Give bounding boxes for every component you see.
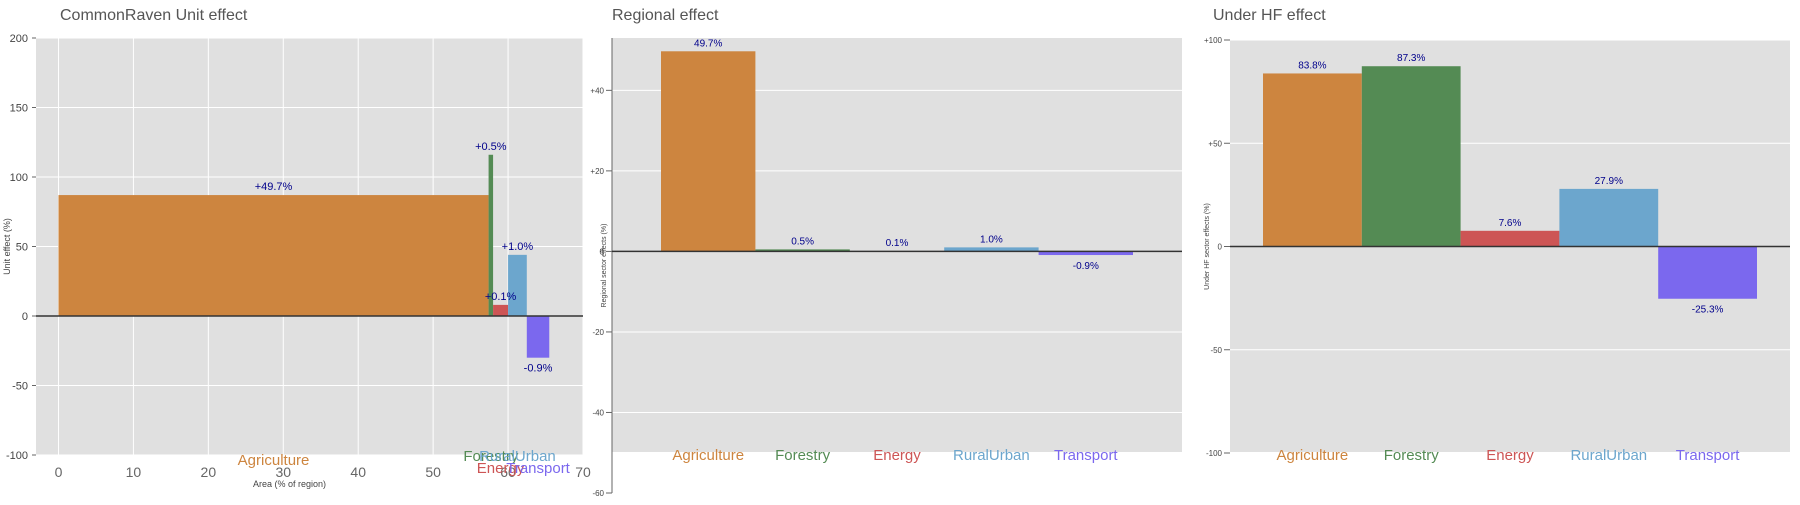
unit-effect-xtick-label: 0 xyxy=(55,464,63,480)
unit-effect-ytick-label: 200 xyxy=(10,33,28,45)
unit-effect-bar-ruralurban xyxy=(508,254,527,316)
under-hf-effect-category-label: Energy xyxy=(1486,447,1534,464)
unit-effect-value-label: +0.5% xyxy=(475,141,507,153)
regional-effect-value-label: -0.9% xyxy=(1073,261,1099,272)
under-hf-effect-bar-transport xyxy=(1658,246,1757,299)
unit-effect-category-label: Forestry xyxy=(463,448,519,465)
under-hf-effect-ytick-label: +100 xyxy=(1204,36,1223,45)
unit-effect-xtick-label: 30 xyxy=(275,464,291,480)
unit-effect-ytick-label: -50 xyxy=(12,381,28,393)
unit-effect-panel: CommonRaven Unit effect200150100500-50-1… xyxy=(2,7,591,489)
under-hf-effect-category-label: Agriculture xyxy=(1277,447,1349,464)
unit-effect-bar-agriculture xyxy=(58,195,489,316)
unit-effect-xtick-label: 70 xyxy=(575,464,591,480)
regional-effect-bar-transport xyxy=(1038,251,1133,256)
unit-effect-category-label: RuralUrban xyxy=(479,448,556,465)
under-hf-effect-value-label: 87.3% xyxy=(1397,53,1425,64)
under-hf-effect-value-label: -25.3% xyxy=(1692,305,1724,316)
under-hf-effect-bar-ruralurban xyxy=(1559,188,1659,247)
under-hf-effect-bar-agriculture xyxy=(1263,73,1362,247)
unit-effect-xtick-label: 40 xyxy=(350,464,366,480)
under-hf-effect-category-label: RuralUrban xyxy=(1570,447,1647,464)
unit-effect-xtick-label: 10 xyxy=(126,464,142,480)
regional-effect-category-label: Transport xyxy=(1054,447,1118,464)
under-hf-effect-ytick-label: -100 xyxy=(1206,449,1223,458)
regional-effect-category-label: RuralUrban xyxy=(953,447,1030,464)
regional-effect-ytick-label: -20 xyxy=(592,328,604,337)
under-hf-effect-category-label: Transport xyxy=(1676,447,1740,464)
under-hf-effect-yaxis-label: Under HF sector effects (%) xyxy=(1204,203,1211,290)
unit-effect-ytick-label: 150 xyxy=(10,103,28,115)
unit-effect-ytick-label: 0 xyxy=(22,311,28,323)
unit-effect-ytick-label: 100 xyxy=(10,172,28,184)
regional-effect-ytick-label: 0 xyxy=(600,247,605,256)
under-hf-effect-panel: Under HF effect +100 +50 0 -50 -100 83.8% Agric… xyxy=(1204,7,1790,464)
regional-effect-category-label: Agriculture xyxy=(672,447,744,464)
unit-effect-category-label: Energy xyxy=(477,460,525,477)
regional-effect-value-label: 0.5% xyxy=(791,236,814,247)
under-hf-effect-ytick-label: -50 xyxy=(1210,346,1222,355)
regional-effect-title: Regional effect xyxy=(612,7,719,24)
unit-effect-value-label: -0.9% xyxy=(524,363,553,375)
unit-effect-xtick-label: 50 xyxy=(425,464,441,480)
regional-effect-ytick-label: -40 xyxy=(592,408,604,417)
under-hf-effect-value-label: 27.9% xyxy=(1595,176,1623,187)
unit-effect-ytick-label: 50 xyxy=(16,242,28,254)
regional-effect-category-label: Energy xyxy=(873,447,921,464)
unit-effect-xaxis-label: Area (% of region) xyxy=(253,479,326,489)
under-hf-effect-ytick-label: 0 xyxy=(1218,243,1223,252)
under-hf-effect-title: Under HF effect xyxy=(1213,7,1326,24)
regional-effect-value-label: 1.0% xyxy=(980,234,1003,245)
unit-effect-bar-transport xyxy=(526,316,550,358)
unit-effect-value-label: +49.7% xyxy=(255,181,293,193)
unit-effect-ytick-label: -100 xyxy=(6,450,28,462)
regional-effect-bar-agriculture xyxy=(661,51,756,252)
unit-effect-category-label: Transport xyxy=(506,460,570,477)
regional-effect-ytick-label: -60 xyxy=(592,489,604,498)
unit-effect-yaxis-label: Unit effect (%) xyxy=(2,218,12,275)
regional-effect-ytick-label: +40 xyxy=(590,86,604,95)
under-hf-effect-category-label: Forestry xyxy=(1384,447,1440,464)
unit-effect-value-label: +0.1% xyxy=(485,291,517,303)
regional-effect-panel: Regional effect +40 +20 0 -20 -40 -60 49.7% Agri… xyxy=(590,7,1182,498)
unit-effect-category-label: Agriculture xyxy=(238,452,310,469)
unit-effect-bar-forestry xyxy=(488,154,494,316)
regional-effect-bar-forestry xyxy=(755,249,850,252)
regional-effect-ytick-label: +20 xyxy=(590,167,604,176)
regional-effect-value-label: 0.1% xyxy=(886,238,909,249)
under-hf-effect-ytick-label: +50 xyxy=(1208,139,1222,148)
unit-effect-xtick-label: 20 xyxy=(201,464,217,480)
unit-effect-title: CommonRaven Unit effect xyxy=(60,7,248,24)
under-hf-effect-bar-energy xyxy=(1460,230,1560,247)
under-hf-effect-value-label: 7.6% xyxy=(1499,218,1522,229)
unit-effect-bar-energy xyxy=(493,304,509,316)
regional-effect-yaxis-label: Regional sector effects (%) xyxy=(601,224,608,308)
regional-effect-value-label: 49.7% xyxy=(694,38,722,49)
unit-effect-value-label: +1.0% xyxy=(502,241,534,253)
regional-effect-bar-ruralurban xyxy=(944,247,1039,252)
unit-effect-xtick-label: 60 xyxy=(500,464,516,480)
under-hf-effect-bar-forestry xyxy=(1361,66,1461,247)
under-hf-effect-value-label: 83.8% xyxy=(1298,60,1326,71)
regional-effect-category-label: Forestry xyxy=(775,447,831,464)
